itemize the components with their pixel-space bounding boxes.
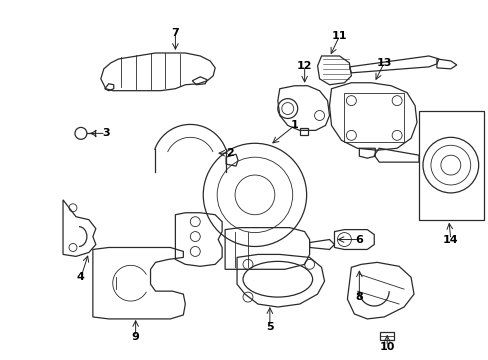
Text: 8: 8 <box>355 292 363 302</box>
Text: 6: 6 <box>355 234 363 244</box>
Text: 12: 12 <box>296 61 312 71</box>
Text: 14: 14 <box>442 234 458 244</box>
Text: 3: 3 <box>102 129 109 138</box>
Text: 13: 13 <box>376 58 391 68</box>
Text: 5: 5 <box>265 322 273 332</box>
Text: 9: 9 <box>131 332 139 342</box>
Text: 4: 4 <box>77 272 85 282</box>
Text: 7: 7 <box>171 28 179 38</box>
Text: 10: 10 <box>379 342 394 352</box>
Text: 1: 1 <box>290 121 298 130</box>
Text: 2: 2 <box>226 148 233 158</box>
Text: 11: 11 <box>331 31 346 41</box>
